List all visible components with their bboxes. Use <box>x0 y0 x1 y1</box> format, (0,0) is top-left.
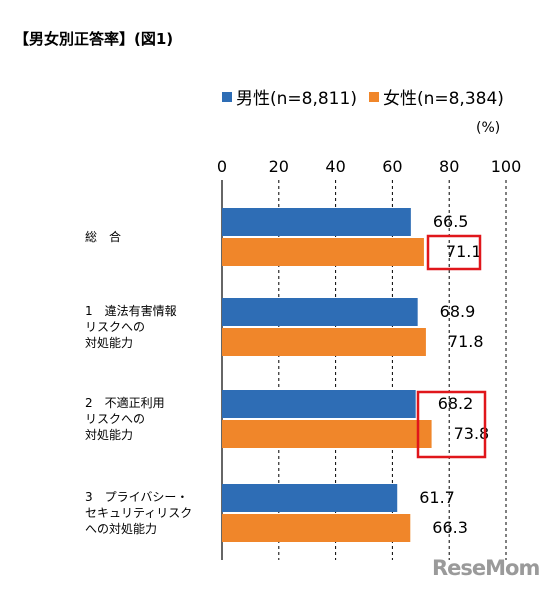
legend-item-female: 女性(n=8,384) <box>368 84 504 109</box>
category-label: リスクへの <box>85 412 145 426</box>
highlight-box-group2 <box>416 390 487 459</box>
category-label: 1 違法有害情報 <box>85 303 177 318</box>
bar-female <box>222 514 411 542</box>
data-label: 71.1 <box>446 242 482 261</box>
data-label: 68.9 <box>440 302 476 321</box>
category-label: への対処能力 <box>85 522 157 536</box>
legend-swatch-male <box>222 91 232 102</box>
bar-male <box>222 298 418 326</box>
legend-label-male: 男性(n=8,811) <box>236 89 357 109</box>
legend-item-male: 男性(n=8,811) <box>222 84 357 109</box>
data-label: 66.5 <box>433 212 469 231</box>
bar-male <box>222 484 398 512</box>
highlight-box-total-female <box>426 234 482 271</box>
data-label: 71.8 <box>448 332 484 351</box>
legend-label-female: 女性(n=8,384) <box>382 89 504 109</box>
bar-male <box>222 208 411 236</box>
data-label: 73.8 <box>454 424 490 443</box>
data-label: 66.3 <box>432 518 468 537</box>
x-tick-label: 100 <box>491 157 522 176</box>
category-label: セキュリティリスク <box>85 506 192 520</box>
axis-unit-label: (%) <box>476 120 501 136</box>
x-tick-label: 80 <box>439 157 459 176</box>
category-label: リスクへの <box>85 320 145 334</box>
bar-female <box>222 420 432 448</box>
category-label: 対処能力 <box>85 336 133 350</box>
bar-female <box>222 328 426 356</box>
category-label: 2 不適正利用 <box>85 395 165 410</box>
x-tick-label: 20 <box>269 157 289 176</box>
bar-male <box>222 390 416 418</box>
legend: 男性(n=8,811) 女性(n=8,384) <box>222 84 516 109</box>
data-label: 68.2 <box>438 394 474 413</box>
x-tick-label: 0 <box>217 157 227 176</box>
x-tick-label: 40 <box>325 157 345 176</box>
category-label: 3 プライバシー・ <box>85 490 188 504</box>
chart-title: 【男女別正答率】(図1) <box>14 30 174 48</box>
legend-swatch-female <box>368 91 379 102</box>
data-label: 61.7 <box>419 488 455 507</box>
watermark-logo: ReseMom <box>432 556 540 580</box>
x-tick-label: 60 <box>382 157 402 176</box>
category-label: 総 合 <box>85 229 121 244</box>
bar-female <box>222 238 424 266</box>
category-label: 対処能力 <box>85 428 133 442</box>
